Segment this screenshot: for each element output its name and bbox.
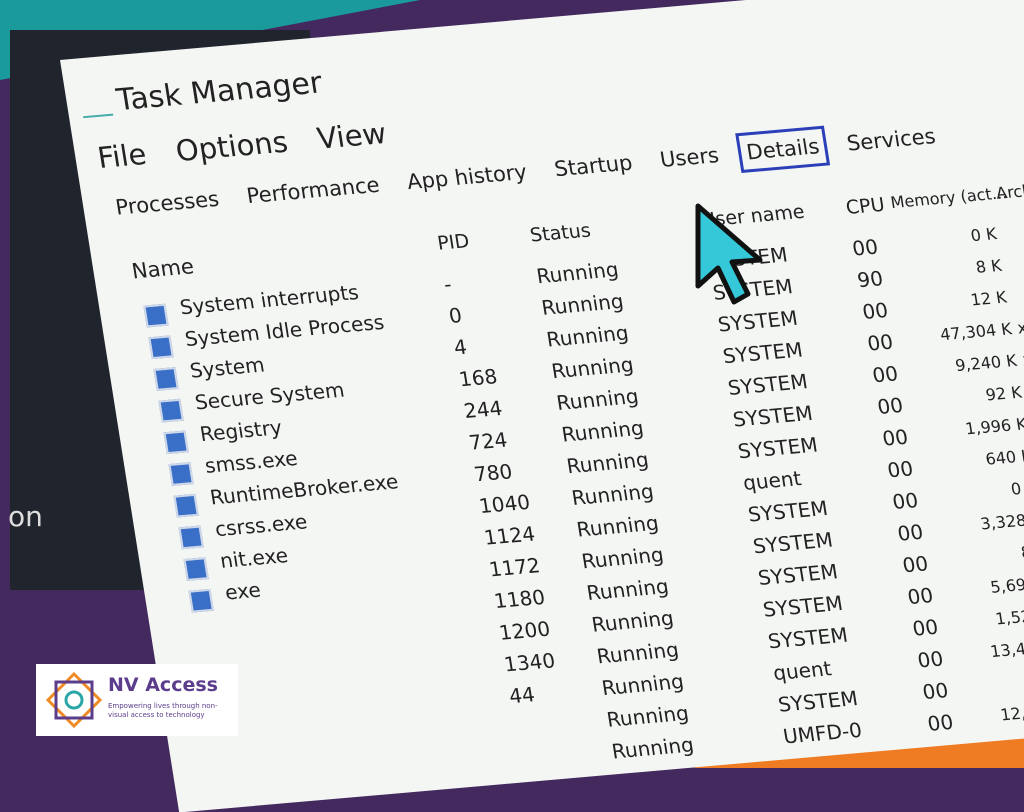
- process-icon: [178, 525, 204, 550]
- cell-cpu: 90: [855, 266, 885, 293]
- column-header[interactable]: CPU: [844, 193, 887, 219]
- cell-arch: x64: [1016, 316, 1024, 338]
- cell-name: nit.exe: [218, 543, 290, 573]
- cell-cpu: 00: [870, 361, 900, 388]
- cell-pid: 244: [462, 395, 504, 424]
- process-icon: [153, 367, 179, 391]
- column-header[interactable]: Memory (act...: [889, 183, 1009, 213]
- process-icon: [168, 462, 194, 486]
- process-icon: [148, 335, 174, 360]
- cell-pid: 724: [467, 427, 510, 455]
- cell-pid: 4: [452, 334, 469, 360]
- column-header[interactable]: Status: [528, 219, 593, 247]
- tab[interactable]: Performance: [244, 172, 382, 209]
- cell-pid: 780: [472, 459, 515, 487]
- process-icon: [188, 588, 214, 613]
- menu-item[interactable]: Options: [173, 124, 291, 169]
- cell-cpu: 00: [920, 678, 950, 705]
- logo-mark: [45, 671, 103, 729]
- cell-cpu: 00: [860, 297, 890, 324]
- process-icon: [173, 493, 199, 518]
- cell-pid: 1340: [502, 648, 557, 677]
- mouse-cursor: [695, 203, 763, 305]
- app-icon: [79, 91, 114, 119]
- cell-cpu: 00: [925, 709, 955, 736]
- process-icon: [163, 430, 189, 455]
- column-header[interactable]: Name: [130, 254, 196, 284]
- cell-cpu: 00: [875, 392, 905, 419]
- cell-cpu: 00: [890, 488, 920, 514]
- cell-pid: 44: [507, 682, 537, 709]
- cell-name: System: [188, 352, 267, 383]
- cell-cpu: 00: [850, 234, 880, 261]
- menu-item[interactable]: View: [314, 116, 389, 156]
- logo-tagline: Empowering lives through non-visual acce…: [108, 702, 218, 719]
- cell-pid: 1200: [497, 616, 552, 645]
- tab[interactable]: Details: [736, 124, 830, 175]
- tab[interactable]: Users: [658, 143, 721, 172]
- nv-access-logo: NV Access Empowering lives through non-v…: [36, 664, 238, 736]
- process-icon: [183, 557, 209, 581]
- cell-cpu: 00: [865, 329, 895, 356]
- cell-cpu: 00: [905, 583, 935, 610]
- cell-cpu: 00: [910, 614, 940, 641]
- cell-pid: 168: [457, 364, 499, 392]
- column-header[interactable]: PID: [435, 230, 471, 255]
- cell-name: exe: [223, 577, 263, 605]
- tab[interactable]: Processes: [113, 186, 221, 220]
- logo-name: NV Access: [108, 674, 218, 696]
- menu-bar: File Options View: [95, 116, 388, 175]
- tab[interactable]: Services: [845, 124, 938, 156]
- cell-cpu: 00: [880, 424, 910, 451]
- cell-pid: 1124: [482, 521, 537, 550]
- process-icon: [143, 303, 169, 328]
- menu-item[interactable]: File: [95, 137, 149, 175]
- cell-user: quent: [741, 466, 803, 495]
- cell-cpu: 00: [915, 646, 945, 673]
- background-text: on: [8, 500, 43, 533]
- cell-cpu: 00: [900, 551, 930, 578]
- tab[interactable]: Startup: [552, 150, 635, 182]
- cell-pid: 0: [447, 303, 464, 328]
- cell-cpu: 00: [885, 456, 915, 483]
- cell-cpu: 00: [895, 519, 925, 546]
- cell-pid: 1172: [487, 553, 542, 582]
- cell-pid: 1040: [477, 489, 532, 519]
- cell-pid: 1180: [492, 584, 547, 614]
- column-header[interactable]: Architec: [994, 178, 1024, 203]
- process-icon: [158, 398, 184, 423]
- cell-pid: -: [442, 271, 454, 297]
- tab[interactable]: App history: [405, 159, 529, 195]
- window-title: Task Manager: [114, 65, 325, 119]
- cell-user: quent: [771, 656, 834, 686]
